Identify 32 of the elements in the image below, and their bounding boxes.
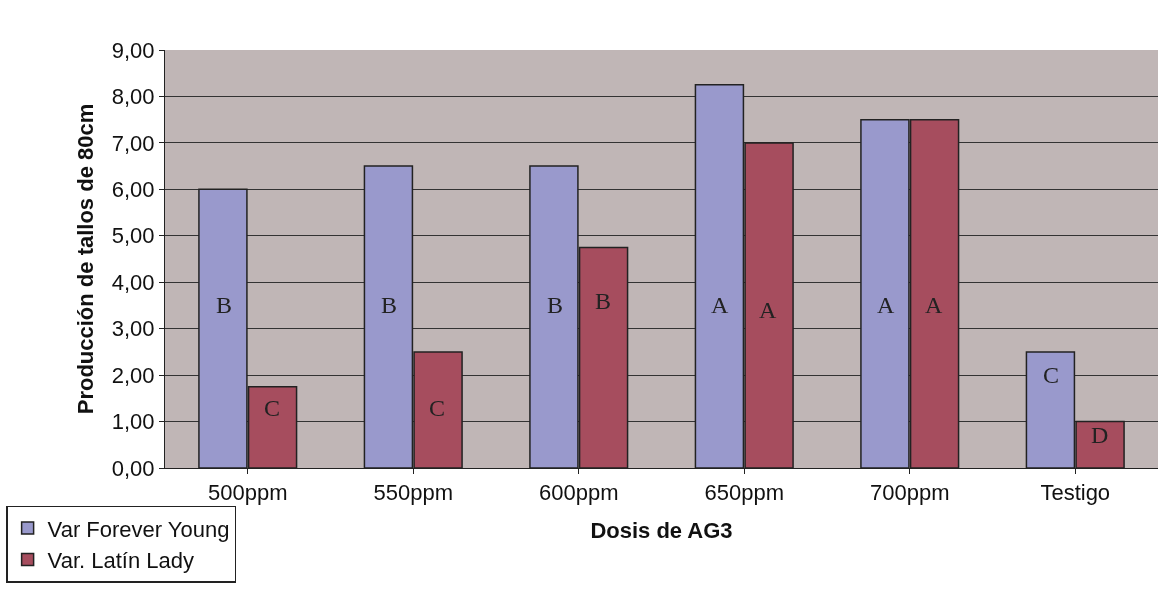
- y-tick-label: 3,00: [111, 316, 155, 342]
- legend-label: Var. Latín Lady: [47, 548, 194, 574]
- annotation: C: [429, 395, 446, 421]
- y-tick-label: 4,00: [111, 269, 155, 295]
- annotation: A: [925, 292, 943, 318]
- y-tick-label: 1,00: [111, 409, 155, 435]
- annotation: C: [1043, 362, 1060, 388]
- y-axis-title: Producción de tallos de 80cm: [72, 103, 98, 415]
- annotation: B: [381, 292, 398, 318]
- annotation: C: [264, 395, 281, 421]
- x-tick-label: Testigo: [1040, 480, 1111, 506]
- y-tick-label: 8,00: [111, 84, 155, 110]
- y-tick-label: 5,00: [111, 223, 155, 249]
- annotation: A: [711, 292, 729, 318]
- annotation: A: [877, 292, 895, 318]
- y-tick-label: 7,00: [111, 130, 155, 156]
- y-tick-label: 6,00: [111, 177, 155, 203]
- x-tick-label: 550ppm: [373, 480, 454, 506]
- y-tick-label: 9,00: [111, 37, 155, 63]
- x-tick-label: 500ppm: [207, 480, 288, 506]
- annotation: B: [216, 292, 233, 318]
- annotation: B: [595, 288, 612, 314]
- x-tick-label: 650ppm: [704, 480, 785, 506]
- annotation: D: [1091, 422, 1109, 448]
- x-tick-label: 600ppm: [538, 480, 619, 506]
- annotation: A: [759, 297, 777, 323]
- y-tick-label: 0,00: [111, 455, 155, 481]
- annotation: B: [547, 292, 564, 318]
- legend-label: Var Forever Young: [47, 516, 230, 542]
- x-axis-title: Dosis de AG3: [590, 518, 733, 544]
- x-tick-label: 700ppm: [869, 480, 950, 506]
- y-tick-label: 2,00: [111, 362, 155, 388]
